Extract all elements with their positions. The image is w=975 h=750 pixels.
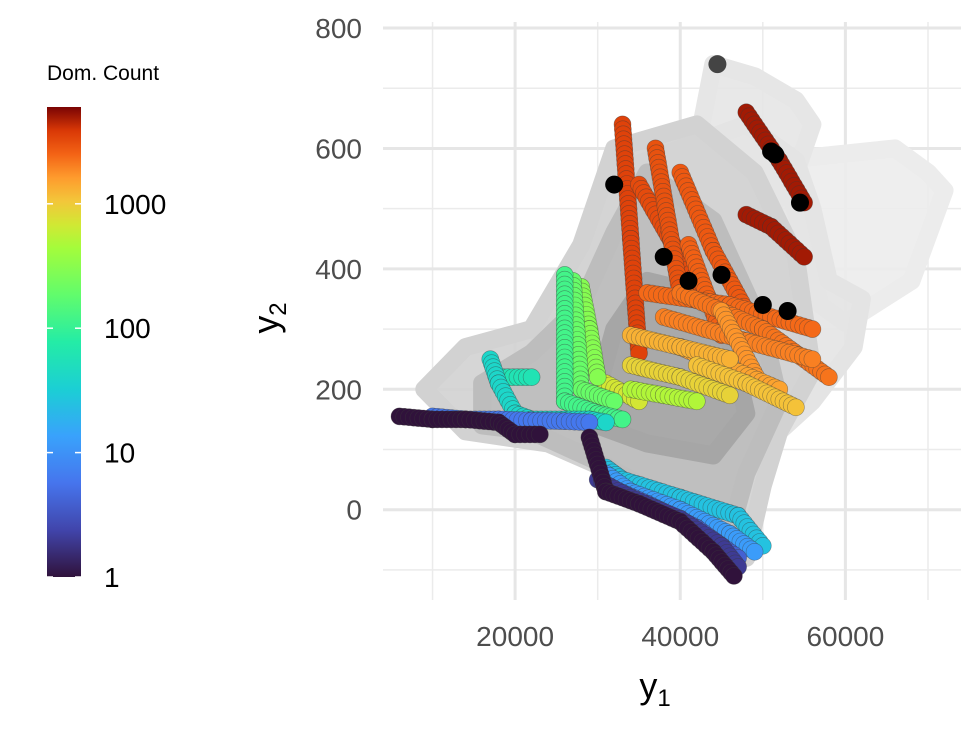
- data-point: [588, 368, 607, 387]
- dominated-point: [778, 302, 797, 320]
- data-point: [687, 392, 706, 411]
- dominated-point: [712, 265, 731, 284]
- data-point: [745, 542, 764, 561]
- dominated-point: [654, 247, 673, 266]
- y-axis-title-main: y: [245, 316, 286, 334]
- data-point: [720, 386, 739, 405]
- dominated-point: [708, 55, 727, 74]
- data-point: [597, 413, 615, 432]
- legend-tick-label: 1000: [104, 189, 166, 220]
- data-point: [803, 350, 822, 369]
- dominated-point: [605, 175, 624, 194]
- legend-colorbar: [47, 107, 81, 577]
- series-track: [621, 356, 739, 405]
- data-point: [531, 425, 549, 444]
- series-track: [687, 356, 805, 417]
- x-axis: 20000 40000 60000: [476, 621, 884, 652]
- data-point: [787, 398, 805, 417]
- y-tick-label: 600: [315, 133, 362, 164]
- dominated-point: [766, 145, 785, 164]
- series-layer: [390, 103, 838, 585]
- y-tick-label: 0: [346, 495, 362, 526]
- series-track: [621, 326, 739, 369]
- x-axis-title: y1: [639, 665, 670, 712]
- series-track: [390, 407, 549, 444]
- dominated-point: [679, 271, 698, 290]
- legend: Dom. Count 1 10 100 1000: [47, 62, 166, 593]
- legend-tick-label: 10: [104, 438, 135, 469]
- data-point: [613, 410, 632, 429]
- data-point: [820, 368, 838, 387]
- dominated-point: [790, 193, 809, 212]
- x-tick-label: 60000: [806, 621, 884, 652]
- x-axis-title-main: y: [639, 665, 657, 706]
- x-tick-label: 40000: [641, 621, 719, 652]
- data-point: [522, 368, 541, 387]
- legend-tick-label: 1: [104, 562, 120, 593]
- data-point: [580, 413, 599, 432]
- data-point: [803, 320, 822, 338]
- y-tick-label: 200: [315, 374, 362, 405]
- y-axis-title-sub: 2: [265, 302, 292, 315]
- legend-title: Dom. Count: [47, 62, 159, 85]
- y-axis-title: y2: [245, 302, 292, 333]
- data-point: [795, 247, 813, 266]
- y-tick-label: 800: [315, 13, 362, 44]
- data-point: [720, 350, 739, 369]
- series-track: [621, 380, 706, 411]
- series-track: [737, 205, 813, 266]
- y-axis: 0 200 400 600 800: [315, 13, 362, 526]
- density-regions: [415, 55, 954, 567]
- data-point: [725, 567, 743, 585]
- x-tick-label: 20000: [476, 621, 554, 652]
- series-track: [580, 428, 743, 585]
- dominated-point: [753, 295, 772, 314]
- legend-tick-label: 100: [104, 313, 151, 344]
- x-axis-title-sub: 1: [657, 685, 670, 712]
- legend-ticks: 1 10 100 1000: [47, 189, 166, 593]
- black-points: [605, 55, 809, 320]
- y-tick-label: 400: [315, 254, 362, 285]
